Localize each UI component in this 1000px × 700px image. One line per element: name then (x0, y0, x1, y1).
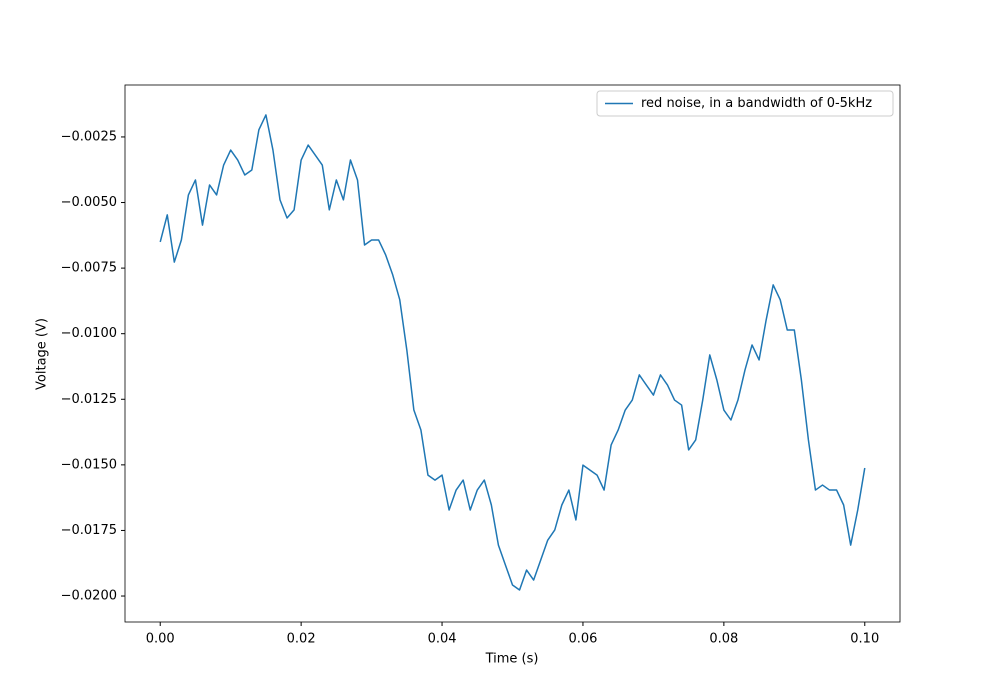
y-tick-label: −0.0150 (61, 457, 117, 472)
plot-frame (124, 84, 901, 623)
legend-label: red noise, in a bandwidth of 0-5kHz (641, 96, 872, 111)
x-axis-label: Time (s) (485, 652, 539, 667)
y-tick-label: −0.0200 (61, 589, 117, 604)
legend-box (596, 90, 894, 117)
x-tick-label: 0.04 (428, 632, 457, 647)
x-tick-label: 0.02 (287, 632, 316, 647)
x-tick-label: 0.08 (709, 632, 738, 647)
y-axis-label: Voltage (V) (35, 318, 50, 390)
y-tick-label: −0.0175 (61, 523, 117, 538)
x-tick-label: 0.00 (146, 632, 175, 647)
data-line (159, 114, 866, 591)
y-tick-label: −0.0075 (61, 261, 117, 276)
y-tick-label: −0.0050 (61, 195, 117, 210)
y-tick-label: −0.0125 (61, 392, 117, 407)
y-tick-label: −0.0025 (61, 129, 117, 144)
y-tick-label: −0.0100 (61, 326, 117, 341)
x-tick-label: 0.06 (568, 632, 597, 647)
x-tick-label: 0.10 (850, 632, 879, 647)
